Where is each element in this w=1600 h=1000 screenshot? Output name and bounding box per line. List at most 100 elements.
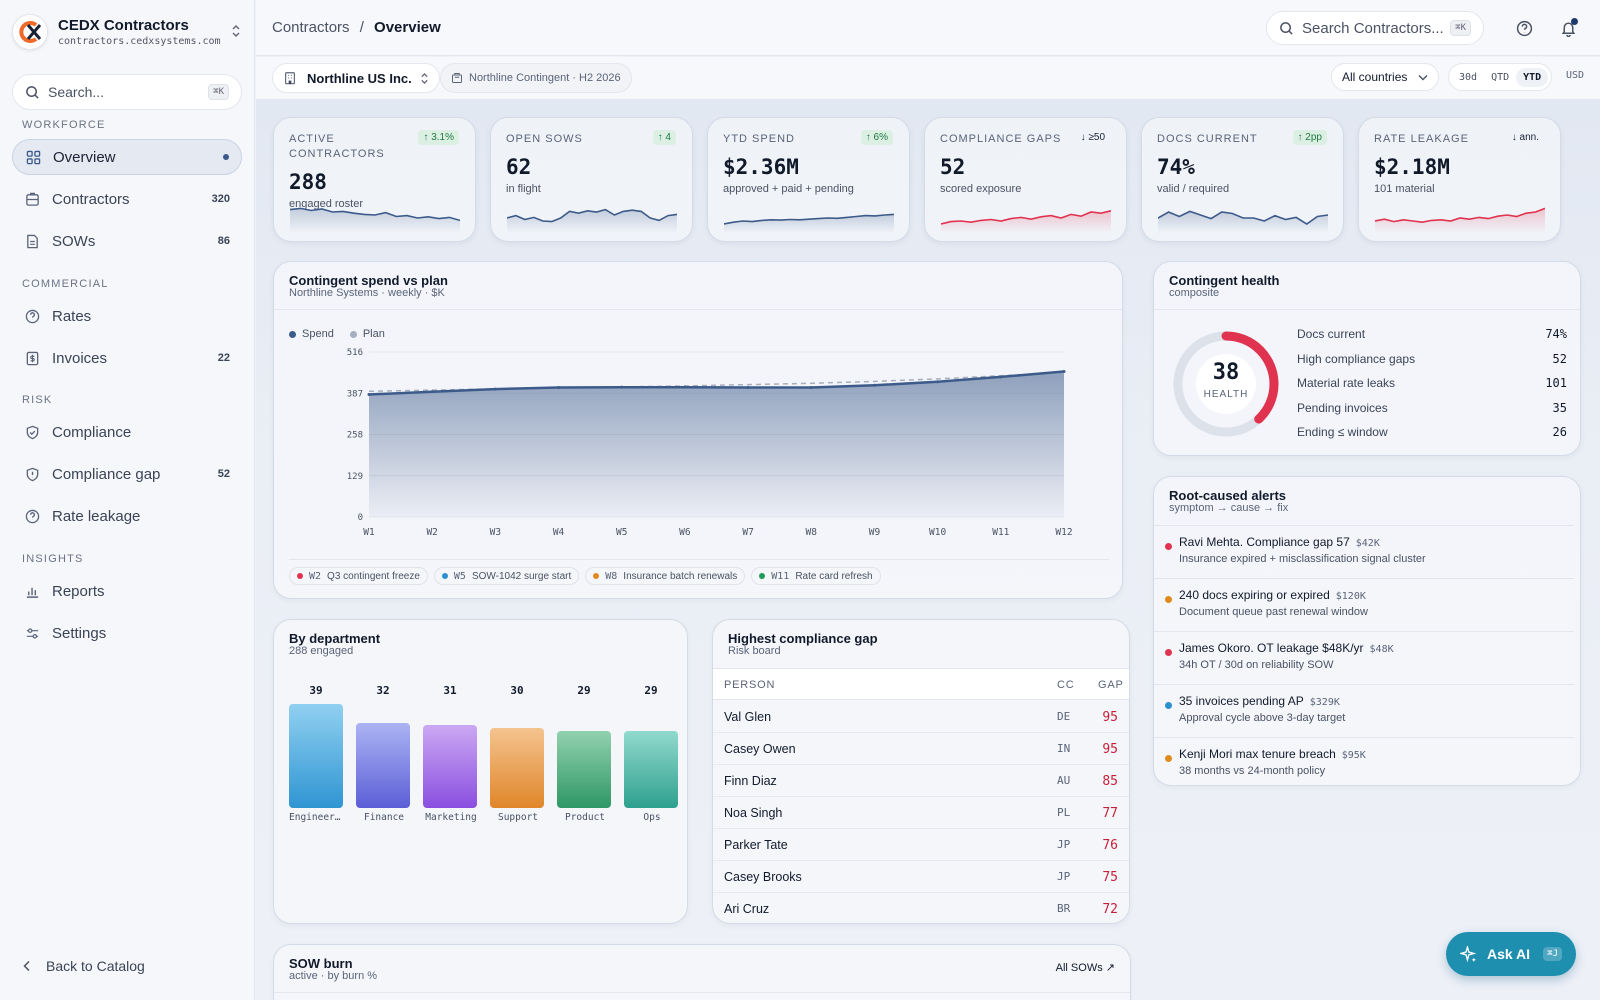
table-row[interactable]: Ari Cruz BR 72 <box>713 893 1129 923</box>
table-row[interactable]: Finn Diaz AU 85 <box>713 765 1129 797</box>
kpi-label: DOCS CURRENT <box>1157 133 1258 145</box>
y-tick-label: 387 <box>347 389 363 399</box>
annotation-text: SOW-1042 surge start <box>471 570 572 582</box>
sparkline-area <box>1375 208 1545 233</box>
kpi-label: OPEN SOWS <box>506 133 583 145</box>
brand-switcher[interactable]: CEDX Contractors contractors.cedxsystems… <box>12 12 244 52</box>
alert-severity-dot <box>1165 702 1172 709</box>
back-to-catalog-link[interactable]: Back to Catalog <box>22 958 145 974</box>
sidebar-item-count: 320 <box>211 193 230 205</box>
kpi-card[interactable]: COMPLIANCE GAPS ↓ ≥50 52 scored exposure <box>924 117 1127 242</box>
annotation-week: W11 <box>771 570 790 582</box>
sliders-icon <box>24 625 40 641</box>
column-header-cc[interactable]: CC <box>1057 679 1075 691</box>
sidebar-item-overview[interactable]: Overview <box>12 139 242 175</box>
sidebar-search-placeholder: Search... <box>48 84 105 100</box>
alert-item[interactable]: Kenji Mori max tenure breach $95K 38 month… <box>1154 737 1574 785</box>
country-code: JP <box>1057 870 1071 883</box>
kpi-card[interactable]: OPEN SOWS ↑ 4 62 in flight <box>490 117 693 242</box>
dept-bar[interactable] <box>289 704 343 808</box>
dept-bar[interactable] <box>423 725 477 808</box>
alert-title-row: 240 docs expiring or expired $120K <box>1179 588 1574 602</box>
alert-item[interactable]: 240 docs expiring or expired $120K Documen… <box>1154 578 1574 630</box>
annotation-chips: W2 Q3 contingent freeze W5 SOW-1042 surge s… <box>289 567 887 585</box>
spend-point <box>809 385 813 389</box>
chevron-updown-icon[interactable] <box>228 24 244 41</box>
org-name: Northline US Inc. <box>307 70 412 86</box>
bell-icon[interactable] <box>1558 18 1578 38</box>
scope-badge[interactable]: Northline Contingent · H2 2026 <box>440 63 632 93</box>
alert-detail: Document queue past renewal window <box>1179 606 1368 618</box>
dept-bar-value: 29 <box>577 684 591 697</box>
alert-item[interactable]: James Okoro. OT leakage $48K/yr $48K 34h O… <box>1154 631 1574 683</box>
back-label: Back to Catalog <box>46 958 145 974</box>
spend-area-chart[interactable]: 516 387 258 129 0W1 W2 W3 W4 W5 W6 W7 W8 W9 W10 W11 W12 <box>274 345 1123 560</box>
health-metric-label: Pending invoices <box>1297 400 1388 415</box>
dept-bar[interactable] <box>557 731 611 808</box>
health-metric-row: Material rate leaks 101 <box>1297 376 1567 390</box>
section-workforce: WORKFORCE <box>22 119 106 131</box>
table-header: PERSON CC GAP <box>713 668 1129 700</box>
health-metric-label: Docs current <box>1297 327 1366 341</box>
table-row[interactable]: Parker Tate JP 76 <box>713 829 1129 861</box>
spend-point <box>999 375 1003 379</box>
alert-item[interactable]: 35 invoices pending AP $329K Approval cycl… <box>1154 684 1574 736</box>
table-row[interactable]: Casey Owen IN 95 <box>713 733 1129 765</box>
annotation-chip[interactable]: W8 Insurance batch renewals <box>585 567 746 585</box>
kpi-card[interactable]: ACTIVE CONTRACTORS ↑ 3.1% 288 engaged roste… <box>273 117 476 242</box>
dept-bar[interactable] <box>356 723 410 808</box>
global-search-input[interactable]: Search Contractors... ⌘K <box>1266 11 1484 45</box>
kpi-card[interactable]: YTD SPEND ↑ 6% $2.36M approved + paid + pen… <box>707 117 910 242</box>
sidebar-search-input[interactable]: Search... ⌘K <box>12 74 242 110</box>
panel-title: Highest compliance gap <box>728 631 878 646</box>
sidebar-item-rates[interactable]: Rates <box>12 298 242 334</box>
currency-label[interactable]: USD <box>1566 70 1585 81</box>
period-30d[interactable]: 30d <box>1459 71 1478 83</box>
kpi-card[interactable]: RATE LEAKAGE ↓ ann. $2.18M 101 material <box>1358 117 1561 242</box>
breadcrumb-root[interactable]: Contractors <box>272 19 350 36</box>
sidebar-item-invoices[interactable]: Invoices 22 <box>12 340 242 376</box>
x-tick-label: W4 <box>553 527 565 538</box>
country-select[interactable]: All countries <box>1331 63 1439 91</box>
annotation-chip[interactable]: W2 Q3 contingent freeze <box>289 567 428 585</box>
sidebar-item-settings[interactable]: Settings <box>12 615 242 651</box>
dept-bar[interactable] <box>624 731 678 808</box>
sidebar: CEDX Contractors contractors.cedxsystems… <box>0 0 255 1000</box>
column-header-person[interactable]: PERSON <box>724 679 776 691</box>
period-qtd[interactable]: QTD <box>1491 71 1510 83</box>
panel-subtitle: active · by burn % <box>289 970 378 982</box>
help-icon[interactable] <box>1514 18 1534 38</box>
dept-bar[interactable] <box>490 728 544 808</box>
org-selector[interactable]: Northline US Inc. <box>272 63 440 93</box>
alert-item[interactable]: Ravi Mehta. Compliance gap 57 $42K Insuran… <box>1154 525 1574 577</box>
table-row[interactable]: Casey Brooks JP 75 <box>713 861 1129 893</box>
kpi-card[interactable]: DOCS CURRENT ↑ 2pp 74% valid / required <box>1141 117 1344 242</box>
all-sows-link[interactable]: All SOWs ↗ <box>1055 962 1115 974</box>
sidebar-item-compliance[interactable]: Compliance <box>12 414 242 450</box>
table-row[interactable]: Val Glen DE 95 <box>713 701 1129 733</box>
ask-ai-button[interactable]: Ask AI ⌘J <box>1446 932 1576 976</box>
alert-amount: $120K <box>1335 591 1366 602</box>
sidebar-item-contractors[interactable]: Contractors 320 <box>12 181 242 217</box>
alert-severity-dot <box>1165 543 1172 550</box>
legend-label-plan: Plan <box>362 328 385 340</box>
sidebar-item-count: 22 <box>217 352 230 364</box>
period-ytd[interactable]: YTD <box>1516 67 1549 87</box>
alert-title: Kenji Mori max tenure breach <box>1179 747 1336 761</box>
sidebar-item-sows[interactable]: SOWs 86 <box>12 223 242 259</box>
annotation-chip[interactable]: W11 Rate card refresh <box>751 567 881 585</box>
table-row[interactable]: Noa Singh PL 77 <box>713 797 1129 829</box>
health-metric-row: High compliance gaps 52 <box>1297 352 1567 366</box>
column-header-gap[interactable]: GAP <box>1098 679 1124 691</box>
sidebar-item-reports[interactable]: Reports <box>12 573 242 609</box>
sidebar-item-rate-leakage[interactable]: Rate leakage <box>12 498 242 534</box>
document-icon <box>24 233 40 249</box>
breadcrumb-current: Overview <box>374 19 441 36</box>
sidebar-item-compliance-gap[interactable]: Compliance gap 52 <box>12 456 242 492</box>
kpi-sparkline <box>941 210 1111 233</box>
annotation-chip[interactable]: W5 SOW-1042 surge start <box>433 567 580 585</box>
chart-legend: Spend Plan <box>289 328 385 340</box>
legend-swatch-plan <box>349 330 357 338</box>
chevron-updown-icon <box>421 72 428 84</box>
x-tick-label: W9 <box>869 527 881 538</box>
